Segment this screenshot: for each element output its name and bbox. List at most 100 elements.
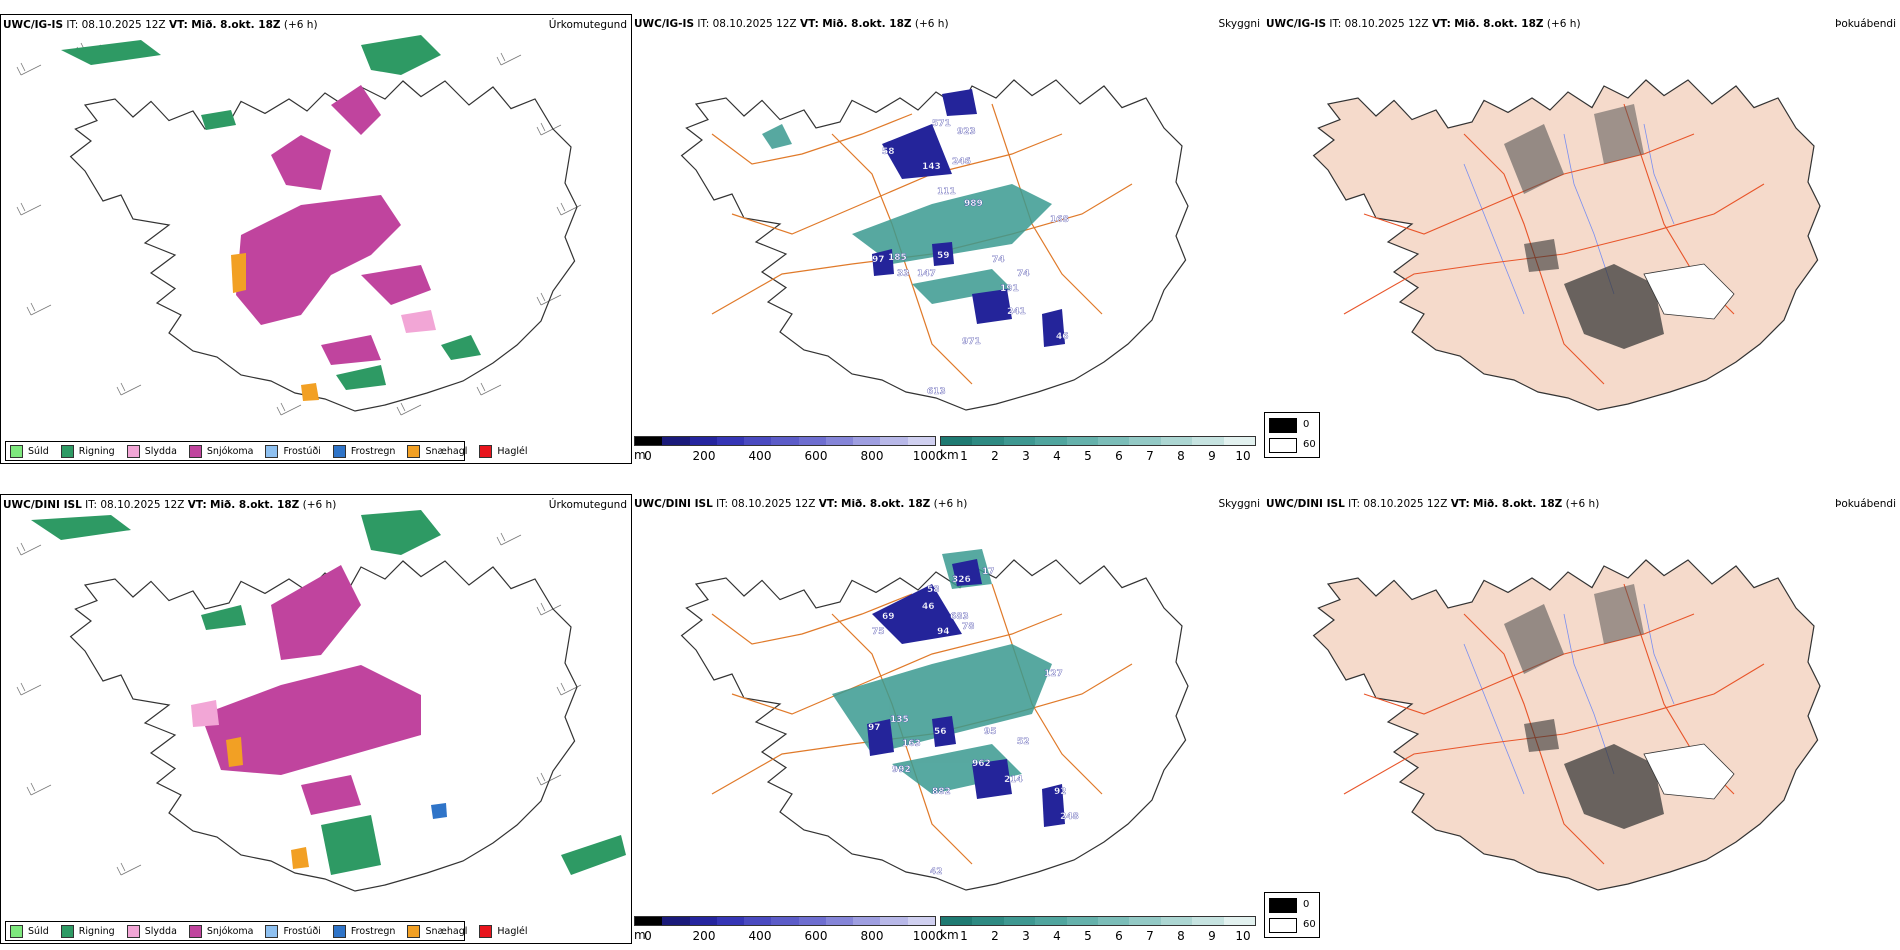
cloud-navy (872, 89, 1065, 347)
cloud-label: 882 (932, 787, 951, 797)
cloud-label: 214 (1004, 775, 1023, 785)
panel-title: UWC/DINI ISL IT: 08.10.2025 12Z VT: Mið.… (3, 499, 337, 511)
cloud-label: 185 (888, 253, 907, 263)
cloud-label: 923 (957, 127, 976, 137)
precip-pellets (231, 253, 319, 401)
cloud-label: 92 (1054, 787, 1067, 797)
cloud-map: 58 571 923 246 143 111 989 168 97 185 59… (680, 79, 1189, 411)
cloud-label: 78 (962, 622, 975, 632)
legend-sleet: Slydda (126, 444, 177, 458)
cloud-label: 58 (927, 585, 940, 595)
cloud-label: 17 (982, 567, 995, 577)
cloud-label: 127 (1044, 669, 1063, 679)
fog-panel-2: UWC/DINI ISL IT: 08.10.2025 12Z VT: Mið.… (1264, 494, 1900, 944)
cloud-label: 75 (872, 627, 885, 637)
precip-panel-2: UWC/DINI ISL IT: 08.10.2025 12Z VT: Mið.… (0, 494, 632, 944)
cloud-unit: m (634, 448, 646, 462)
legend-drizzle: Súld (10, 924, 49, 938)
fog-map (1312, 79, 1821, 411)
cloud-labels: 17 326 58 46 683 94 78 127 69 75 135 97 … (868, 567, 1079, 877)
cloud-label: 168 (1050, 215, 1069, 225)
cloud-label: 59 (937, 251, 950, 261)
cloud-label: 191 (1000, 284, 1019, 294)
cloud-label: 46 (1056, 332, 1069, 342)
panel-name: Úrkomutegund (548, 499, 627, 511)
legend-snow: Snjókoma (188, 444, 253, 458)
cloud-base-colorbar: m 0 200 400 600 800 1000 (632, 916, 943, 944)
cloud-label: 971 (962, 337, 981, 347)
legend-rain: Rigning (60, 444, 115, 458)
visibility-colorbar: km 1 2 3 4 5 6 7 8 9 10 (940, 916, 1260, 944)
cloud-label: 246 (952, 157, 971, 167)
panel-name: Þokuábendi (1835, 498, 1896, 510)
precip-panel-1: UWC/IG-IS IT: 08.10.2025 12Z VT: Mið. 8.… (0, 14, 632, 464)
cloud-label: 52 (1017, 737, 1030, 747)
precip-freezing-rain (431, 803, 447, 819)
cloud-label: 683 (950, 612, 969, 622)
visibility-track (940, 436, 1256, 446)
fog-shading (1504, 584, 1735, 829)
cloud-label: 74 (1017, 269, 1030, 279)
vis-teal (762, 124, 1052, 304)
cloud-label: 111 (937, 187, 956, 197)
cloud-base-colorbar: m 0 200 400 600 800 1000 (632, 436, 943, 464)
legend-snow-pellets: Snæhagl (407, 924, 467, 938)
cloud-label: 571 (932, 119, 951, 129)
panel-title: UWC/IG-IS IT: 08.10.2025 12Z VT: Mið. 8.… (3, 19, 318, 31)
precip-snow (201, 565, 421, 815)
cloud-label: 613 (927, 387, 946, 397)
cloud-labels: 58 571 923 246 143 111 989 168 97 185 59… (872, 119, 1069, 397)
panel-name: Þokuábendi (1835, 18, 1896, 30)
cloud-label: 33 (897, 269, 910, 279)
cloud-base-track (634, 436, 936, 446)
fog-legend: 0 60 (1264, 412, 1320, 458)
cloud-label: 135 (890, 715, 909, 725)
fog-shading (1504, 104, 1735, 349)
cloud-label: 143 (922, 162, 941, 172)
legend-hail: Haglél (479, 444, 528, 458)
cloud-label: 962 (972, 759, 991, 769)
cloud-label: 163 (902, 739, 921, 749)
cloud-label: 241 (1007, 307, 1026, 317)
precip-sleet (191, 700, 219, 727)
cloud-navy (867, 559, 1065, 827)
cloud-label: 326 (952, 575, 971, 585)
panel-name: Skyggni (1218, 498, 1261, 510)
precip-pellets (226, 737, 309, 869)
visibility-track (940, 916, 1256, 926)
cloud-label: 95 (984, 727, 997, 737)
cloud-label: 248 (1060, 812, 1079, 822)
visibility-colorbar: km 1 2 3 4 5 6 7 8 9 10 (940, 436, 1260, 464)
legend-snow-pellets: Snæhagl (407, 444, 467, 458)
cloud-label: 94 (937, 627, 950, 637)
cloud-panel-2: UWC/DINI ISL IT: 08.10.2025 12Z VT: Mið.… (632, 494, 1264, 944)
panel-title: UWC/DINI ISL IT: 08.10.2025 12Z VT: Mið.… (634, 498, 968, 510)
precip-snow (236, 85, 431, 365)
precip-legend: Súld Rigning Slydda Snjókoma Frostúði Fr… (5, 921, 528, 941)
precip-sleet (401, 310, 436, 333)
cloud-panel-1: UWC/IG-IS IT: 08.10.2025 12Z VT: Mið. 8.… (632, 14, 1264, 464)
precip-legend: Súld Rigning Slydda Snjókoma Frostúði Fr… (5, 441, 528, 461)
legend-snow: Snjókoma (188, 924, 253, 938)
precip-rain (31, 510, 626, 875)
cloud-label: 42 (930, 867, 943, 877)
cloud-label: 992 (892, 765, 911, 775)
legend-freezing-rain: Frostregn (332, 444, 395, 458)
cloud-label: 74 (992, 255, 1005, 265)
fog-rivers (1463, 123, 1675, 315)
precip-rain (61, 35, 481, 390)
legend-drizzle: Súld (10, 444, 49, 458)
legend-freezing-drizzle: Frostúði (265, 924, 321, 938)
legend-hail: Haglél (479, 924, 528, 938)
cloud-label: 46 (922, 602, 935, 612)
visibility-unit: km (940, 928, 959, 942)
cloud-label: 58 (882, 147, 895, 157)
panel-title: UWC/DINI ISL IT: 08.10.2025 12Z VT: Mið.… (1266, 498, 1600, 510)
visibility-unit: km (940, 448, 959, 462)
legend-freezing-drizzle: Frostúði (265, 444, 321, 458)
fog-map (1312, 559, 1821, 891)
precip-map (16, 35, 582, 416)
panel-title: UWC/IG-IS IT: 08.10.2025 12Z VT: Mið. 8.… (1266, 18, 1581, 30)
legend-freezing-rain: Frostregn (332, 924, 395, 938)
fog-legend: 0 60 (1264, 892, 1320, 938)
